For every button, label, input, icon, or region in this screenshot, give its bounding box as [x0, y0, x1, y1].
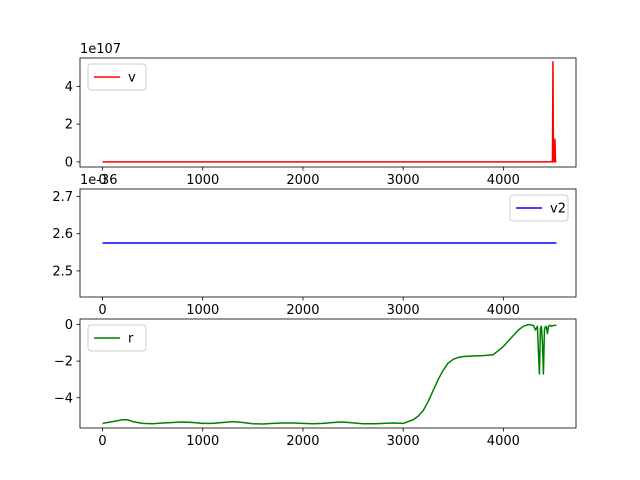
- x-tick-label: 3000: [387, 303, 420, 318]
- subplot-2: 0 1000 2000 3000 4000 2.5 2.6 2.7 1e-36 v2: [52, 173, 577, 318]
- series-line-r: [102, 323, 557, 425]
- x-tick-label: 3000: [387, 434, 420, 449]
- x-tick-label: 4000: [487, 173, 520, 188]
- y-tick-label: 4: [65, 80, 73, 95]
- x-tick-label: 1000: [186, 173, 219, 188]
- x-tick-label: 2000: [286, 173, 319, 188]
- y-tick-label: 0: [65, 155, 73, 170]
- legend: v2: [509, 194, 569, 222]
- series-line-v: [102, 61, 557, 163]
- legend-label: r: [128, 332, 134, 347]
- y-tick-label: 2: [65, 118, 73, 133]
- axes-frame: [79, 57, 577, 168]
- x-tick-label: 2000: [286, 434, 319, 449]
- legend-label: v: [128, 71, 136, 86]
- subplot-3: 0 1000 2000 3000 4000 −4 −2 0 r: [54, 318, 577, 449]
- x-tick-label: 1000: [186, 434, 219, 449]
- axis-offset-label: 1e107: [80, 42, 121, 57]
- x-tick-label: 2000: [286, 303, 319, 318]
- axes-frame: [79, 318, 577, 429]
- legend: r: [87, 324, 147, 352]
- x-tick-label: 0: [98, 173, 106, 188]
- y-tick-label: −4: [54, 391, 73, 406]
- legend-label: v2: [550, 202, 566, 217]
- subplot-1: 0 1000 2000 3000 4000 0 2 4 1e107 v: [65, 42, 577, 188]
- x-tick-label: 3000: [387, 173, 420, 188]
- axis-offset-label: 1e-36: [80, 173, 118, 188]
- y-tick-label: −2: [54, 355, 73, 370]
- y-tick-label: 2.6: [52, 227, 73, 242]
- x-tick-label: 0: [98, 303, 106, 318]
- x-tick-label: 4000: [487, 434, 520, 449]
- x-tick-label: 4000: [487, 303, 520, 318]
- legend: v: [87, 63, 147, 91]
- y-tick-label: 2.7: [52, 190, 73, 205]
- x-tick-label: 0: [98, 434, 106, 449]
- x-tick-label: 1000: [186, 303, 219, 318]
- axes-frame: [79, 188, 577, 298]
- y-tick-label: 0: [65, 318, 73, 333]
- y-tick-label: 2.5: [52, 264, 73, 279]
